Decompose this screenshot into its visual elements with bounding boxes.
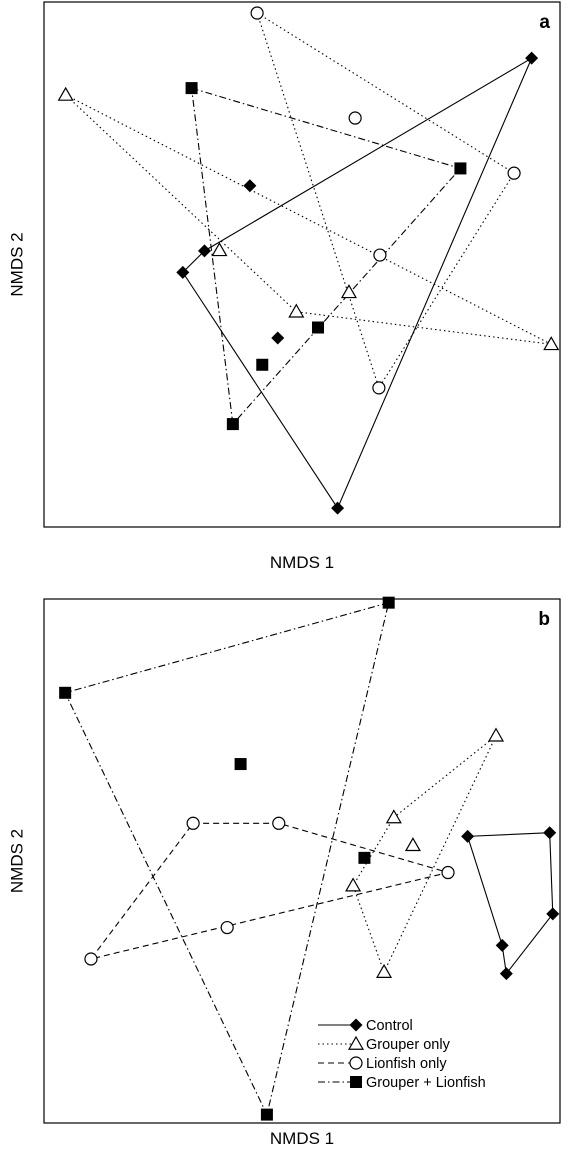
hull-control: [466, 832, 554, 976]
square-point: [454, 162, 467, 175]
diamond-point: [243, 179, 257, 193]
triangle-point: [345, 877, 362, 892]
legend-entry: Lionfish only: [366, 1056, 447, 1072]
series-lionfish-only: [84, 816, 455, 966]
square-point: [358, 851, 371, 864]
series-grouper-lionfish: [185, 82, 467, 431]
circle-point: [186, 816, 200, 830]
panel-b: b NMDS 1 NMDS 2 Control Grouper only Lionfish…: [7, 596, 561, 1148]
hull-grouper-lionfish: [190, 87, 462, 426]
diamond-point: [461, 829, 475, 843]
plot-frame: [43, 598, 561, 1124]
circle-point: [272, 816, 286, 830]
circle-point: [507, 166, 521, 180]
series-control: [461, 826, 560, 981]
legend: Control Grouper only Lionfish only Grouper …: [318, 1018, 486, 1091]
square-point: [59, 686, 72, 699]
series-grouper-only: [345, 727, 505, 978]
triangle-point: [543, 336, 560, 351]
legend-square-marker: [350, 1076, 362, 1088]
panel-label: a: [539, 12, 550, 33]
triangle-point: [288, 303, 305, 318]
legend-entry: Grouper + Lionfish: [366, 1075, 486, 1091]
circle-point: [373, 248, 387, 262]
series-grouper-lionfish: [59, 596, 395, 1121]
triangle-point: [404, 837, 421, 852]
triangle-point: [340, 284, 357, 299]
triangle-point: [211, 242, 228, 257]
hull-grouper-lionfish: [64, 601, 390, 1117]
diamond-point: [176, 265, 190, 279]
panel-label: b: [538, 609, 550, 630]
circle-point: [250, 6, 264, 20]
series-lionfish-only: [250, 6, 521, 395]
panel-a: a NMDS 1 NMDS 2: [7, 1, 561, 572]
square-point: [382, 596, 395, 609]
diamond-point: [331, 501, 345, 515]
diamond-point: [499, 967, 513, 981]
circle-point: [372, 381, 386, 395]
hull-lionfish-only: [256, 11, 515, 390]
square-point: [256, 358, 269, 371]
legend-entry: Grouper only: [366, 1037, 451, 1053]
y-axis-label: NMDS 2: [7, 232, 26, 296]
y-axis-label: NMDS 2: [7, 829, 26, 893]
triangle-point: [57, 86, 74, 101]
circle-point: [84, 952, 98, 966]
hull-grouper-only: [352, 735, 497, 974]
plot-frame: [43, 1, 561, 528]
triangle-point: [385, 809, 402, 824]
legend-triangle-marker: [347, 1035, 365, 1050]
x-axis-label: NMDS 1: [270, 1129, 334, 1148]
legend-diamond-marker: [349, 1018, 363, 1032]
series-control: [176, 51, 539, 515]
diamond-point: [495, 938, 509, 952]
square-point: [260, 1108, 273, 1121]
square-point: [226, 418, 239, 431]
hull-control: [182, 56, 533, 510]
diamond-point: [546, 907, 560, 921]
diamond-point: [271, 331, 285, 345]
circle-point: [220, 920, 234, 935]
triangle-point: [376, 963, 393, 978]
circle-point: [441, 865, 455, 880]
diamond-point: [525, 51, 539, 65]
triangle-point: [487, 727, 505, 742]
square-point: [311, 321, 324, 334]
diamond-point: [543, 826, 557, 840]
hull-lionfish-only: [89, 822, 451, 960]
square-point: [185, 82, 198, 95]
legend-entry: Control: [366, 1018, 413, 1034]
legend-circle-marker: [349, 1056, 363, 1070]
circle-point: [348, 111, 362, 125]
square-point: [234, 758, 247, 771]
diamond-point: [197, 244, 211, 258]
series-grouper-only: [57, 86, 560, 351]
hull-grouper-only: [65, 94, 552, 345]
x-axis-label: NMDS 1: [270, 553, 334, 572]
